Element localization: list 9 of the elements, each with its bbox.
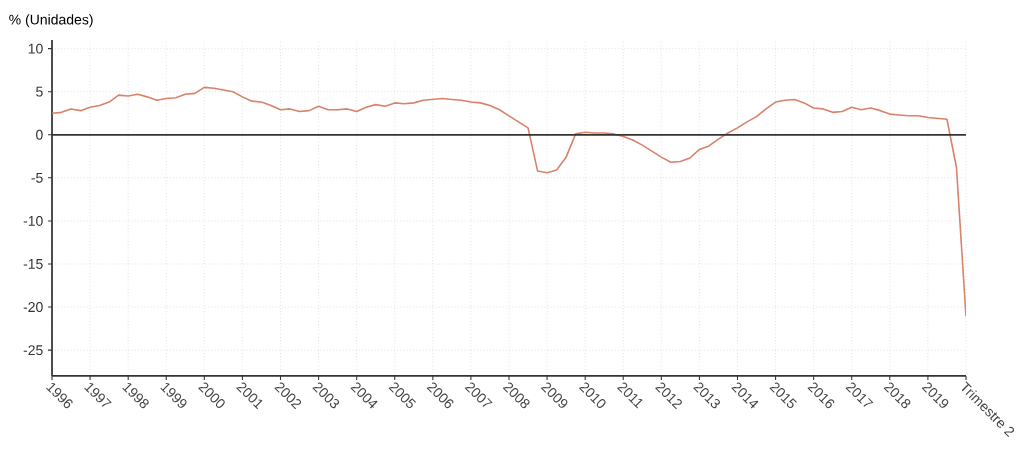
y-tick-label: 5 <box>36 86 43 97</box>
y-axis-title: % (Unidades) <box>9 14 93 28</box>
y-tick-label: 10 <box>28 43 43 54</box>
y-tick-label: -25 <box>23 345 43 356</box>
y-tick-label: -15 <box>23 259 43 269</box>
y-tick-label: -10 <box>23 215 43 226</box>
y-tick-label: 0 <box>36 129 43 140</box>
y-tick-label: -5 <box>31 172 43 183</box>
y-tick-label: -20 <box>23 302 43 313</box>
